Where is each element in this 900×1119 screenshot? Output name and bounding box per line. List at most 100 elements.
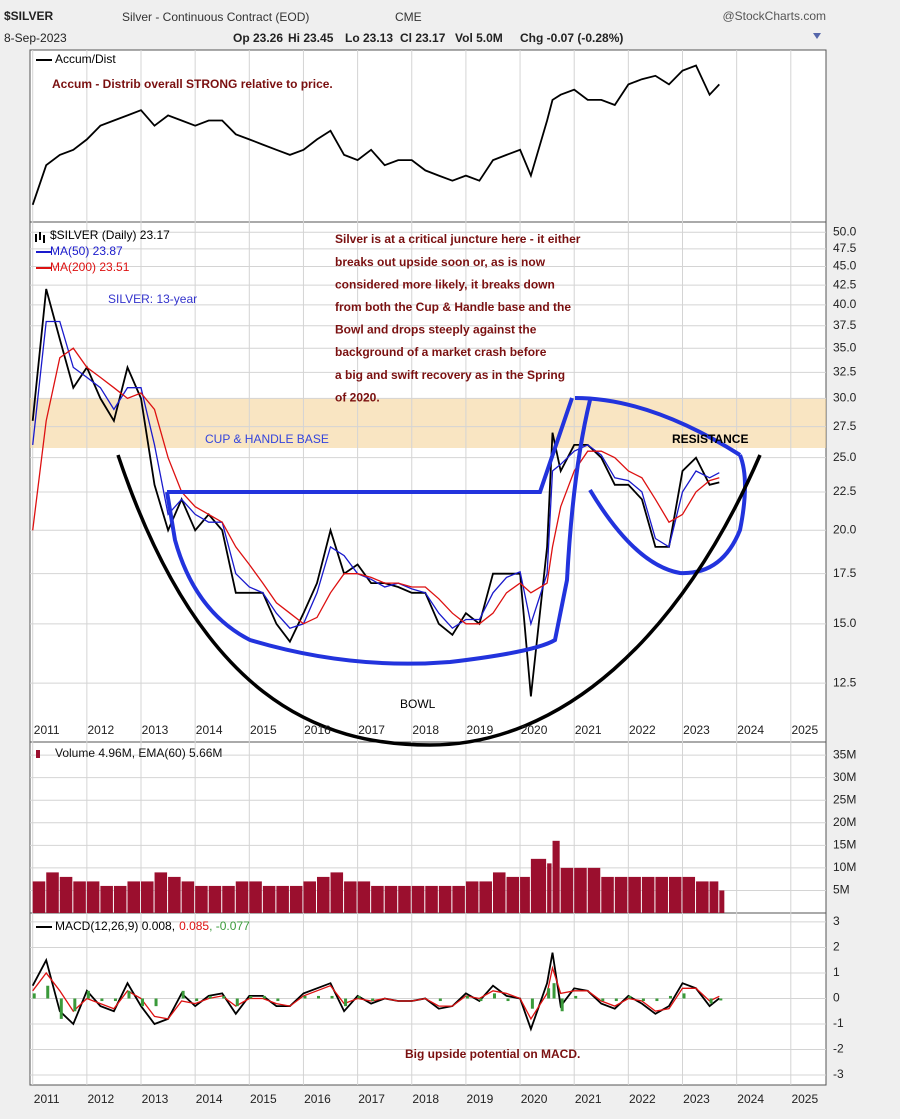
bar <box>235 998 239 1007</box>
y-tick-label: 35.0 <box>833 340 857 354</box>
bar <box>552 840 560 913</box>
quote-item: Lo 23.13 <box>345 31 393 45</box>
x-tick-label: 2017 <box>358 1092 385 1106</box>
y-tick-label: 15M <box>833 837 856 851</box>
y-tick-label: 42.5 <box>833 277 857 291</box>
date: 8-Sep-2023 <box>4 31 67 45</box>
annotation: background of a market crash before <box>335 345 547 359</box>
bar <box>614 998 618 1002</box>
y-tick-label: 17.5 <box>833 566 857 580</box>
y-tick-label: 3 <box>833 914 840 928</box>
macd-panel <box>29 912 827 1086</box>
bar <box>181 881 195 913</box>
x-tick-label: 2025 <box>791 1092 818 1106</box>
bar <box>32 993 36 999</box>
y-tick-label: 25.0 <box>833 450 857 464</box>
bar <box>479 998 483 1002</box>
bar <box>479 881 492 913</box>
annotation: CUP & HANDLE BASE <box>205 432 329 446</box>
bar <box>398 885 411 913</box>
quote-item: Vol 5.0M <box>455 31 503 45</box>
annotation: from both the Cup & Handle base and the <box>335 300 571 314</box>
legend: Volume 4.96M, EMA(60) 5.66M <box>55 746 222 760</box>
bar <box>628 995 632 999</box>
y-tick-label: 1 <box>833 965 840 979</box>
bar <box>141 998 145 1007</box>
bar <box>709 881 719 913</box>
bar <box>587 867 601 913</box>
bar <box>560 867 574 913</box>
bar <box>520 876 530 913</box>
x-tick-label: 2012 <box>88 723 115 737</box>
annotation: Accum - Distrib overall STRONG relative … <box>52 77 333 91</box>
bar <box>601 876 614 913</box>
bar <box>73 881 86 913</box>
y-tick-label: 10M <box>833 860 856 874</box>
x-tick-label: 2022 <box>629 1092 656 1106</box>
x-tick-label: 2011 <box>34 1092 60 1106</box>
bar <box>113 885 127 913</box>
y-tick-label: 50.0 <box>833 224 857 238</box>
bar <box>465 881 479 913</box>
x-tick-label: 2020 <box>521 1092 548 1106</box>
bar <box>641 998 645 1002</box>
bar <box>425 885 438 913</box>
bar <box>506 876 520 913</box>
annotation: breaks out upside soon or, as is now <box>335 255 546 269</box>
bar <box>452 885 465 913</box>
x-tick-label: 2025 <box>791 723 818 737</box>
annotation: considered more likely, it breaks down <box>335 277 555 291</box>
bar <box>235 881 249 913</box>
legend-entry: MACD(12,26,9) 0.008, <box>55 919 175 933</box>
annotation: Big upside potential on MACD. <box>405 1047 580 1061</box>
bar <box>357 995 361 999</box>
y-tick-label: 27.5 <box>833 419 857 433</box>
bar <box>492 872 506 913</box>
bar <box>682 993 686 999</box>
bar <box>668 995 672 999</box>
annotation: RESISTANCE <box>672 432 748 446</box>
text-layer: $SILVER Silver - Continuous Contract (EOD… <box>4 9 857 1106</box>
bar <box>547 863 552 913</box>
y-tick-label: 20M <box>833 815 856 829</box>
x-tick-label: 2018 <box>412 1092 439 1106</box>
legend: $SILVER (Daily) 23.17 <box>50 228 170 242</box>
bar <box>506 998 510 1002</box>
bar <box>127 990 131 999</box>
bar <box>438 998 442 1002</box>
legend: Accum/Dist <box>55 52 116 66</box>
bowl-curve <box>116 454 762 747</box>
bar <box>222 995 226 999</box>
annotation: SILVER: 13-year <box>108 292 197 306</box>
bar <box>249 995 253 999</box>
bar <box>492 993 496 999</box>
x-tick-label: 2012 <box>88 1092 115 1106</box>
x-tick-label: 2021 <box>575 1092 602 1106</box>
legend-entry: 0.085 <box>179 919 209 933</box>
bar <box>465 995 469 999</box>
bar <box>530 998 534 1009</box>
x-tick-label: 2014 <box>196 1092 223 1106</box>
bar <box>73 998 77 1012</box>
bar <box>547 988 551 999</box>
bar <box>330 995 334 999</box>
drawing-layer <box>35 33 821 747</box>
annotation: a big and swift recovery as in the Sprin… <box>335 368 565 382</box>
bar <box>289 885 303 913</box>
bar <box>222 885 235 913</box>
y-tick-label: -1 <box>833 1016 844 1030</box>
price-panel <box>29 221 827 743</box>
bar <box>276 885 289 913</box>
bar <box>181 990 185 999</box>
bar <box>32 881 46 913</box>
x-tick-label: 2013 <box>142 1092 169 1106</box>
bar <box>371 998 375 1002</box>
bar <box>262 885 276 913</box>
x-tick-label: 2017 <box>358 723 385 737</box>
x-tick-label: 2021 <box>575 723 602 737</box>
bar <box>655 998 659 1002</box>
bar <box>195 885 208 913</box>
y-tick-label: 15.0 <box>833 616 857 630</box>
bar <box>86 881 100 913</box>
bar <box>100 998 104 1002</box>
